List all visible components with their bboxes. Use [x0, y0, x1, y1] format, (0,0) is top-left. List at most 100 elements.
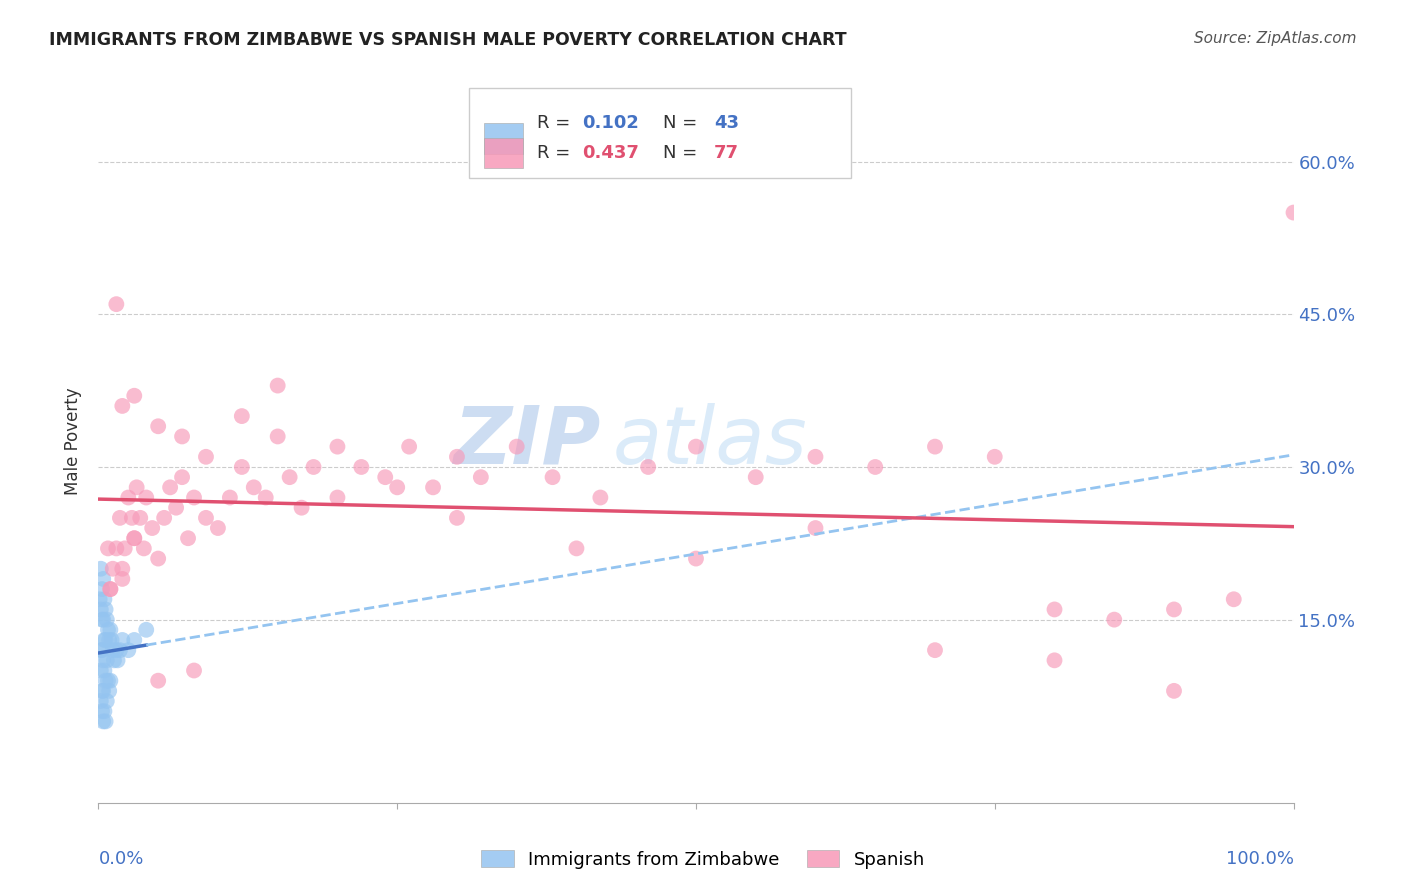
Text: IMMIGRANTS FROM ZIMBABWE VS SPANISH MALE POVERTY CORRELATION CHART: IMMIGRANTS FROM ZIMBABWE VS SPANISH MALE… [49, 31, 846, 49]
Point [685, 440, 707, 454]
Point [589, 491, 612, 505]
FancyBboxPatch shape [470, 87, 852, 178]
Point [107, 653, 129, 667]
Point [565, 541, 588, 556]
Point [291, 500, 314, 515]
Point [135, 623, 157, 637]
Point [121, 511, 143, 525]
Point [470, 470, 492, 484]
Point [111, 632, 134, 647]
Point [165, 500, 187, 515]
Point [141, 521, 163, 535]
Point [153, 511, 176, 525]
Point [924, 643, 946, 657]
Point [865, 460, 887, 475]
Point [91, 613, 114, 627]
Point [98, 582, 122, 596]
Point [1163, 684, 1185, 698]
Point [98, 623, 122, 637]
Legend: Immigrants from Zimbabwe, Spanish: Immigrants from Zimbabwe, Spanish [474, 843, 932, 876]
Text: 0.102: 0.102 [582, 114, 640, 132]
Point [90, 664, 112, 678]
Point [125, 480, 148, 494]
Point [94, 632, 117, 647]
Point [219, 491, 242, 505]
Point [105, 297, 128, 311]
Text: 77: 77 [714, 145, 740, 162]
Point [98, 684, 121, 698]
Text: 100.0%: 100.0% [1226, 850, 1294, 868]
Point [172, 429, 194, 443]
Point [804, 521, 827, 535]
Point [91, 643, 114, 657]
Point [117, 643, 139, 657]
Point [1043, 602, 1066, 616]
Text: N =: N = [662, 114, 703, 132]
Point [105, 643, 128, 657]
Point [132, 541, 155, 556]
Bar [485, 123, 523, 153]
Point [89, 592, 111, 607]
Point [267, 378, 290, 392]
Point [446, 511, 468, 525]
Point [385, 480, 409, 494]
Y-axis label: Male Poverty: Male Poverty [65, 388, 83, 495]
Text: N =: N = [662, 145, 703, 162]
Point [124, 389, 146, 403]
Point [111, 399, 134, 413]
Point [105, 541, 128, 556]
Point [93, 632, 115, 647]
Point [100, 632, 122, 647]
Point [90, 602, 112, 616]
Point [148, 419, 170, 434]
Point [231, 409, 253, 423]
Point [183, 664, 205, 678]
Point [98, 582, 122, 596]
Point [1163, 602, 1185, 616]
Text: 0.437: 0.437 [582, 145, 640, 162]
Point [111, 562, 134, 576]
Point [326, 440, 349, 454]
Point [96, 613, 118, 627]
Point [101, 643, 124, 657]
Point [685, 551, 707, 566]
Point [94, 673, 117, 688]
Point [804, 450, 827, 464]
Point [91, 582, 114, 596]
Point [1223, 592, 1246, 607]
Point [91, 572, 114, 586]
Point [183, 491, 205, 505]
Text: R =: R = [537, 114, 576, 132]
Point [124, 531, 146, 545]
Point [94, 714, 117, 729]
Text: ZIP: ZIP [453, 402, 600, 481]
Text: 0.0%: 0.0% [98, 850, 143, 868]
Point [177, 531, 200, 545]
Point [124, 531, 146, 545]
Point [93, 664, 115, 678]
Point [148, 673, 170, 688]
Point [93, 704, 115, 718]
Text: R =: R = [537, 145, 576, 162]
Point [1282, 205, 1305, 219]
Point [97, 623, 120, 637]
Point [117, 491, 139, 505]
Point [1043, 653, 1066, 667]
Point [91, 714, 114, 729]
Point [195, 450, 218, 464]
Point [637, 460, 659, 475]
Point [278, 470, 301, 484]
Point [108, 643, 131, 657]
Point [135, 491, 157, 505]
Point [91, 684, 114, 698]
Point [231, 460, 253, 475]
Point [96, 694, 118, 708]
Point [91, 653, 114, 667]
Point [97, 673, 120, 688]
Point [108, 511, 131, 525]
Point [374, 470, 396, 484]
Point [422, 480, 444, 494]
Point [98, 632, 121, 647]
Point [506, 440, 529, 454]
Point [124, 632, 146, 647]
